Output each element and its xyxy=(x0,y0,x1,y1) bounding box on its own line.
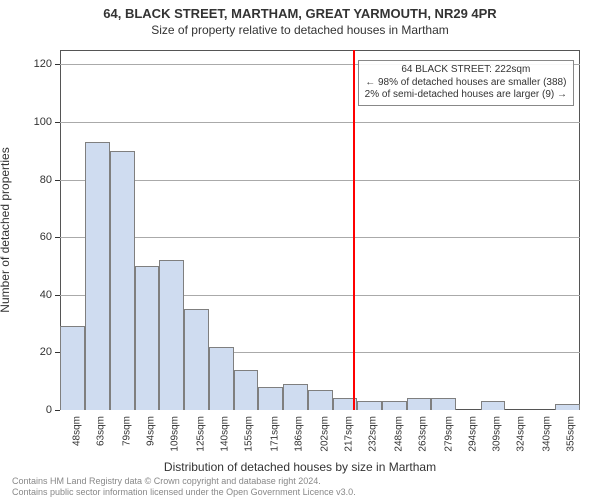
footer-attribution: Contains HM Land Registry data © Crown c… xyxy=(0,476,600,498)
annotation-line: 2% of semi-detached houses are larger (9… xyxy=(365,89,567,102)
chart-title-block: 64, BLACK STREET, MARTHAM, GREAT YARMOUT… xyxy=(0,6,600,37)
x-tick-label: 263sqm xyxy=(418,416,429,460)
gridline-h xyxy=(60,237,580,238)
x-tick-label: 248sqm xyxy=(393,416,404,460)
x-tick-label: 94sqm xyxy=(145,416,156,460)
histogram-bar xyxy=(184,309,209,410)
x-tick-label: 232sqm xyxy=(368,416,379,460)
y-tick xyxy=(55,64,60,65)
y-tick-label: 40 xyxy=(0,289,52,301)
plot-area: 64 BLACK STREET: 222sqm← 98% of detached… xyxy=(60,50,580,410)
x-tick-label: 79sqm xyxy=(121,416,132,460)
footer-line2: Contains public sector information licen… xyxy=(12,487,600,498)
histogram-bar xyxy=(209,347,234,410)
histogram-bar xyxy=(234,370,259,410)
histogram-bar xyxy=(258,387,283,410)
y-tick xyxy=(55,122,60,123)
histogram-bar xyxy=(135,266,160,410)
x-tick-label: 125sqm xyxy=(195,416,206,460)
x-tick-label: 109sqm xyxy=(170,416,181,460)
x-tick-label: 309sqm xyxy=(492,416,503,460)
x-axis-label: Distribution of detached houses by size … xyxy=(0,460,600,474)
x-tick-label: 186sqm xyxy=(294,416,305,460)
y-tick-label: 60 xyxy=(0,231,52,243)
y-tick-label: 120 xyxy=(0,58,52,70)
x-tick-label: 155sqm xyxy=(244,416,255,460)
histogram-bar xyxy=(481,401,506,410)
x-tick-label: 324sqm xyxy=(516,416,527,460)
histogram-bar xyxy=(85,142,110,410)
x-tick-label: 294sqm xyxy=(467,416,478,460)
histogram-bar xyxy=(308,390,333,410)
y-tick-label: 20 xyxy=(0,346,52,358)
x-tick-label: 63sqm xyxy=(96,416,107,460)
histogram-bar xyxy=(110,151,135,410)
x-tick-label: 202sqm xyxy=(319,416,330,460)
y-tick-label: 100 xyxy=(0,116,52,128)
histogram-bar xyxy=(382,401,407,410)
x-tick-label: 340sqm xyxy=(541,416,552,460)
x-tick-label: 48sqm xyxy=(71,416,82,460)
y-tick-label: 80 xyxy=(0,174,52,186)
histogram-bar xyxy=(357,401,382,410)
x-tick-label: 171sqm xyxy=(269,416,280,460)
annotation-line: ← 98% of detached houses are smaller (38… xyxy=(365,77,567,90)
histogram-bar xyxy=(555,404,580,410)
y-tick-label: 0 xyxy=(0,404,52,416)
y-tick xyxy=(55,237,60,238)
gridline-h xyxy=(60,122,580,123)
histogram-bar xyxy=(60,326,85,410)
x-tick-label: 140sqm xyxy=(219,416,230,460)
y-tick xyxy=(55,295,60,296)
y-tick xyxy=(55,352,60,353)
x-tick-label: 355sqm xyxy=(566,416,577,460)
y-tick xyxy=(55,410,60,411)
histogram-bar xyxy=(431,398,456,410)
chart-title-line2: Size of property relative to detached ho… xyxy=(0,23,600,37)
subject-property-marker xyxy=(353,50,355,410)
gridline-h xyxy=(60,180,580,181)
y-tick xyxy=(55,180,60,181)
histogram-bar xyxy=(283,384,308,410)
footer-line1: Contains HM Land Registry data © Crown c… xyxy=(12,476,600,487)
x-tick-label: 217sqm xyxy=(343,416,354,460)
annotation-line: 64 BLACK STREET: 222sqm xyxy=(365,64,567,77)
histogram-bar xyxy=(159,260,184,410)
annotation-box: 64 BLACK STREET: 222sqm← 98% of detached… xyxy=(358,60,574,106)
chart-title-line1: 64, BLACK STREET, MARTHAM, GREAT YARMOUT… xyxy=(0,6,600,21)
histogram-bar xyxy=(407,398,432,410)
x-tick-label: 279sqm xyxy=(443,416,454,460)
